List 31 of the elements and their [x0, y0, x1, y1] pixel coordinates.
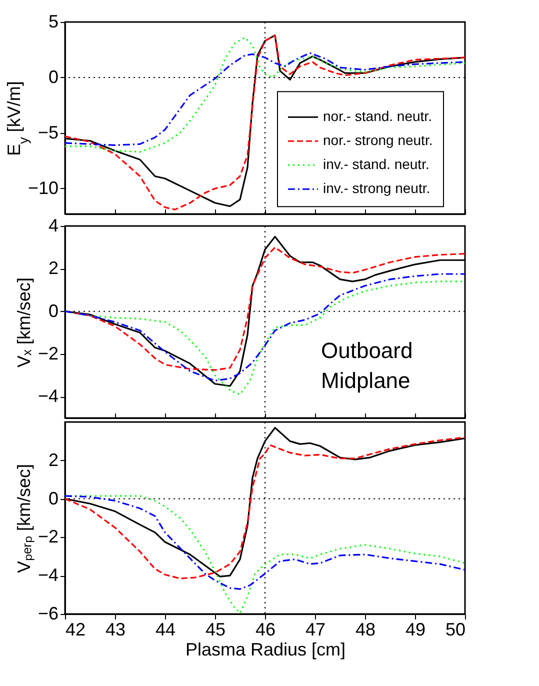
x-axis-title: Plasma Radius [cm]	[185, 640, 346, 660]
y-tick-label: 2	[48, 258, 58, 278]
y-tick-label: 2	[48, 450, 58, 470]
legend-label: inv.- strong neutr.	[323, 180, 430, 196]
x-tick-label: 45	[205, 620, 226, 640]
y-tick-label: 0	[48, 488, 58, 508]
y-axis-title: Vₚₑᵣₚ [km/sec]	[14, 464, 35, 574]
y-tick-label: 5	[48, 12, 58, 32]
x-tick-label: 50	[445, 620, 466, 640]
x-tick-label: 43	[105, 620, 126, 640]
x-tick-label: 47	[305, 620, 326, 640]
y-tick-label: 0	[48, 66, 58, 87]
x-tick-label: 48	[355, 620, 376, 640]
y-tick-label: 4	[48, 216, 58, 236]
y-tick-label: −5	[38, 122, 58, 142]
y-tick-label: −4	[38, 386, 58, 406]
y-tick-label: −2	[38, 526, 58, 547]
y-axis-title: Vₓ [km/sec]	[14, 278, 34, 368]
x-tick-label: 44	[155, 620, 176, 640]
legend-label: nor.- strong neutr.	[323, 132, 433, 148]
x-tick-label: 46	[255, 620, 276, 640]
legend-label: inv.- stand. neutr.	[323, 156, 430, 172]
y-tick-label: −6	[38, 604, 58, 624]
y-tick-label: −10	[28, 178, 58, 198]
x-tick-label: 49	[405, 620, 426, 640]
y-tick-label: −2	[38, 344, 58, 364]
y-tick-label: −4	[38, 565, 58, 586]
x-tick-label: 42	[66, 620, 86, 640]
legend-label: nor.- stand. neutr.	[323, 108, 432, 124]
y-tick-label: 0	[48, 300, 58, 321]
annotation: Outboard Midplane	[321, 338, 413, 394]
